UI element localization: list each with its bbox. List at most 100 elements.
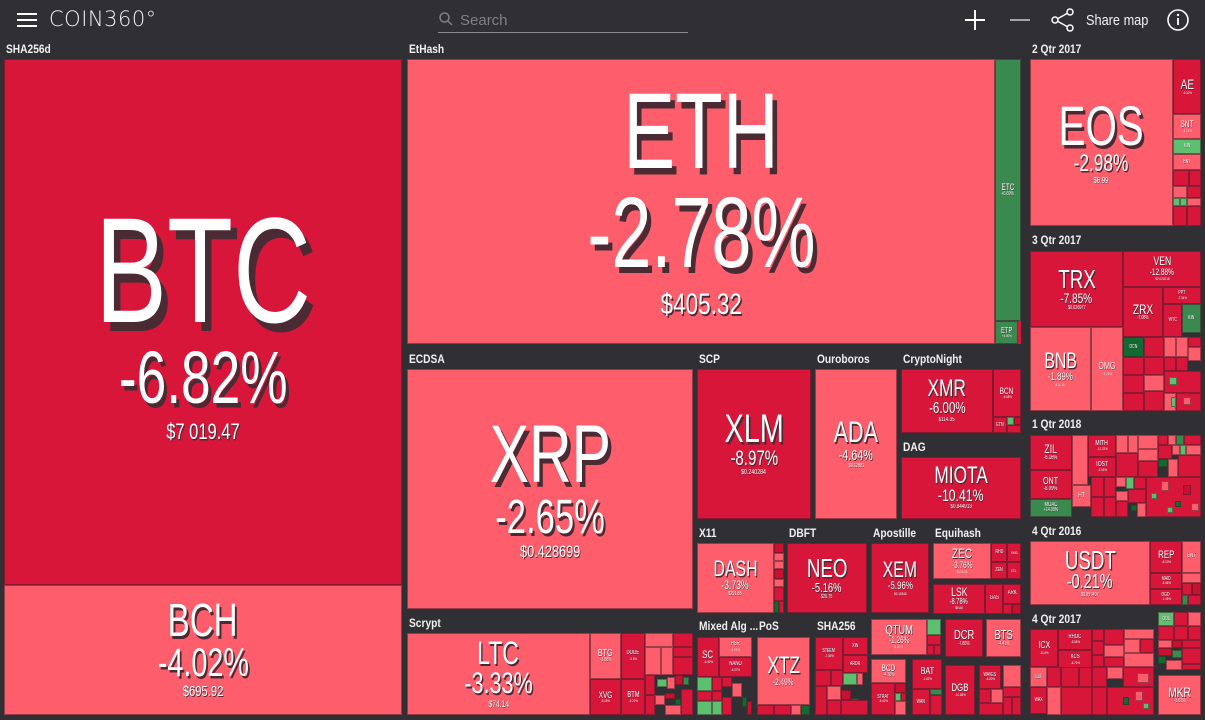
coin-tile-snt[interactable]: SNT -4.22% (1173, 114, 1201, 139)
coin-tile-xrp[interactable]: XRP -2.65% $0.428699 (407, 369, 693, 609)
coin-tile-xin[interactable]: XIN (843, 637, 868, 655)
coin-tile-etn[interactable]: ETN (993, 417, 1007, 433)
coin-tile-gas[interactable]: GAS (985, 584, 1003, 614)
small-coins-mosaic[interactable] (815, 670, 868, 715)
coin-tile-eth[interactable]: ETH -2.78% $405.32 (407, 59, 995, 344)
small-coins-mosaic[interactable] (1091, 477, 1201, 517)
coin-tile-elf[interactable]: ELF (1030, 667, 1047, 687)
coin-tile-bnt[interactable]: BNT (1173, 154, 1201, 170)
search-box[interactable] (438, 8, 688, 33)
coin-tile-ae[interactable]: AE -5.32% (1173, 59, 1201, 114)
coin-tile-xtz[interactable]: XTZ -2.49% (757, 637, 810, 705)
small-coins-mosaic[interactable] (1007, 417, 1021, 433)
coin-tile-nano[interactable]: NANO -6.37% (719, 657, 752, 677)
coin-tile-xmr[interactable]: XMR -6.00% $114.35 (901, 369, 993, 433)
coin-tile-dash[interactable]: DASH -3.73% $291.85 (697, 543, 774, 613)
coin-tile-rhd[interactable]: RHD (991, 543, 1007, 562)
coin-tile-zrx[interactable]: ZRX -7.08% (1123, 287, 1163, 337)
coin-tile-xlm[interactable]: XLM -8.97% $0.240284 (697, 369, 811, 519)
coin-tile-trx[interactable]: TRX -7.85% $0.026977 (1030, 251, 1123, 327)
coin-tile-mkr[interactable]: MKR -3.61% (1158, 675, 1201, 715)
coin-tile-gnt[interactable]: GNT (1182, 541, 1201, 573)
coin-tile-usdt[interactable]: USDT -0.21% $0.997497 (1030, 541, 1150, 605)
coin-tile-zen[interactable]: ZEN (991, 562, 1007, 579)
small-coins-mosaic[interactable] (927, 619, 941, 655)
small-coins-mosaic[interactable] (645, 633, 693, 715)
coin-tile-zcl[interactable]: ZCL (1007, 562, 1021, 579)
small-coins-mosaic[interactable] (930, 689, 942, 715)
coin-tile-miota[interactable]: MIOTA -10.41% $0.844913 (901, 457, 1021, 519)
coin-tile-btg[interactable]: BTG -3.88% (590, 633, 621, 679)
coin-tile-bat[interactable]: BAT -1.82% (912, 659, 942, 689)
coin-tile-etp[interactable]: ETP +5.50% (995, 321, 1018, 344)
coin-tile-q1-misc[interactable] (1072, 435, 1088, 485)
coin-tile-steem[interactable]: STEEM -7.55% (815, 637, 843, 670)
share-map-button[interactable]: Share map (1050, 8, 1159, 32)
coin-tile-kin[interactable]: KIN (1182, 304, 1201, 333)
small-coins-mosaic[interactable] (1116, 435, 1201, 477)
coin-tile-dcr[interactable]: DCR -7.86% (945, 619, 983, 657)
coin-tile-bnb[interactable]: BNB -1.89% $12.15 (1030, 327, 1091, 411)
search-input[interactable] (460, 9, 680, 31)
small-coins-mosaic[interactable] (697, 677, 752, 715)
small-coins-mosaic[interactable] (1158, 612, 1201, 670)
coin-tile-bch[interactable]: BCH -4.02% $695.92 (4, 585, 402, 715)
coin-tile-kcs[interactable]: KCS -6.73% (1058, 650, 1092, 670)
small-coins-mosaic[interactable] (1173, 170, 1201, 226)
small-coins-mosaic[interactable] (1092, 629, 1154, 667)
coin-tile-rhoc[interactable]: RHOC -5.58% (1058, 629, 1092, 650)
coin-tile-qtum[interactable]: QTUM -1.26% $10.21 (871, 619, 927, 655)
coin-tile-moac[interactable]: MOAC +14.09% (1030, 499, 1072, 517)
coin-tile-xem[interactable]: XEM -5.96% $0.18348 (871, 543, 929, 613)
coin-tile-ven[interactable]: VEN -12.88% $2.020218 (1123, 251, 1201, 287)
small-coins-mosaic[interactable] (1182, 573, 1201, 605)
coin-tile-bcd[interactable]: BCD -4.76% (871, 659, 906, 683)
coin-tile-kin-2[interactable]: KIN (1173, 139, 1201, 154)
coin-tile-sc[interactable]: SC -6.40% (697, 637, 719, 677)
coin-tile-bcn[interactable]: BCN -6.68% (993, 369, 1021, 417)
coin-tile-neo[interactable]: NEO -5.16% $26.75 (787, 543, 867, 613)
small-coins-mosaic[interactable] (1003, 665, 1021, 715)
coin-tile-kmd[interactable]: KMD (1007, 543, 1021, 562)
coin-tile-mith[interactable]: MITH -12.22% (1088, 435, 1116, 457)
zoom-out-icon[interactable] (1008, 8, 1032, 32)
small-coins-mosaic[interactable] (1123, 337, 1201, 411)
coin-tile-hsr[interactable]: HSR -4.92% (719, 637, 752, 657)
info-icon[interactable] (1166, 8, 1190, 32)
coin-tile-icx[interactable]: ICX -11.8% (1030, 629, 1058, 667)
coin-tile-ark[interactable]: ARK (1003, 584, 1021, 604)
small-coins-mosaic[interactable] (1047, 667, 1154, 715)
coin-tile-ada[interactable]: ADA -4.64% $0.12881 (815, 369, 897, 519)
coin-tile-bts[interactable]: BTS -4.41% (986, 619, 1021, 657)
small-coins-mosaic[interactable] (1003, 604, 1021, 614)
coin-tile-btm[interactable]: BTM -6.22% (621, 679, 645, 715)
zoom-in-icon[interactable] (963, 8, 987, 32)
coin-tile-xvg[interactable]: XVG -5.18% (590, 679, 621, 715)
coin-tile-dcn[interactable]: DCN (1123, 337, 1144, 357)
coin-tile-maid[interactable]: MAID -5.48% (1150, 573, 1182, 589)
coin-tile-ode[interactable]: ODE (1158, 612, 1174, 626)
coin-tile-wtc[interactable]: WTC (1163, 304, 1182, 337)
coin-tile-dgd[interactable]: DGD -1.45% (1150, 589, 1182, 605)
coin-tile-doge[interactable]: DOGE -5.8% (621, 633, 645, 679)
coin-tile-ltc[interactable]: LTC -3.33% $74.14 (407, 633, 590, 715)
coin-tile-lsk[interactable]: LSK -8.78% $5.88 (933, 584, 985, 614)
coin-tile-omg[interactable]: OMG -2.23% (1091, 327, 1123, 411)
coin-tile-strat[interactable]: STRAT -9.42% (871, 683, 895, 715)
coin-tile-eos[interactable]: EOS -2.98% $6.99 (1030, 59, 1173, 226)
coin-tile-ppt[interactable]: PPT -7.34% (1163, 287, 1201, 304)
small-coins-mosaic[interactable] (757, 705, 810, 715)
coin-tile-wax[interactable]: WAX (1030, 687, 1047, 714)
small-coins-mosaic[interactable] (774, 543, 784, 613)
coin-tile-etc[interactable]: ETC +6.69% (995, 59, 1021, 321)
coin-tile-iost[interactable]: IOST -5.05% (1088, 457, 1116, 477)
coin-tile-btc[interactable]: BTC -6.82% $7 019.47 (4, 59, 402, 585)
coin-tile-ont[interactable]: ONT -8.09% (1030, 470, 1072, 499)
coin-tile-misc[interactable] (1018, 321, 1021, 344)
menu-icon[interactable] (17, 13, 37, 27)
coin-tile-waves[interactable]: WAVES -8.20% (979, 665, 1001, 689)
coin-tile-zil[interactable]: ZIL -6.16% (1030, 435, 1072, 470)
small-coins-mosaic[interactable] (895, 683, 906, 715)
coin-tile-ht[interactable]: HT (1072, 485, 1091, 507)
coin-tile-rep[interactable]: REP -6.10% (1150, 541, 1182, 573)
